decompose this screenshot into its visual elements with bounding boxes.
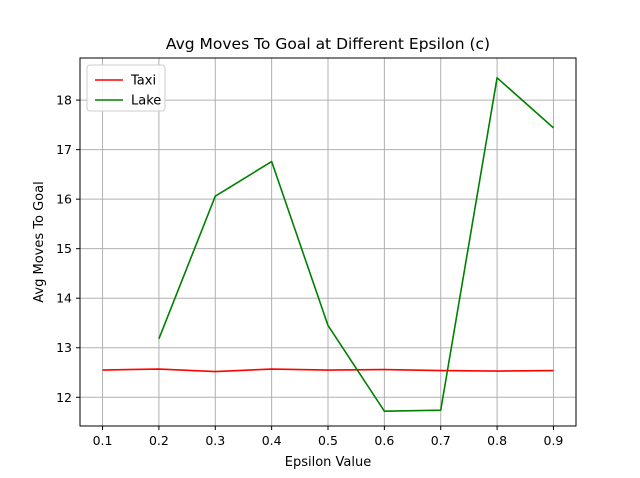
x-tick-label: 0.3	[205, 433, 225, 448]
series-line-lake	[158, 77, 554, 412]
y-tick-label: 13	[56, 340, 72, 355]
x-tick-label: 0.1	[93, 433, 113, 448]
x-axis-label: Epsilon Value	[285, 455, 372, 470]
y-tick-label: 15	[56, 241, 72, 256]
legend: Taxi Lake	[86, 64, 166, 112]
y-tick-label: 12	[56, 390, 72, 405]
y-tick-label: 17	[56, 142, 72, 157]
legend-label-lake: Lake	[131, 94, 161, 109]
grid	[80, 58, 576, 426]
chart-title: Avg Moves To Goal at Different Epsilon (…	[166, 35, 490, 53]
x-tick-label: 0.6	[374, 433, 394, 448]
y-tick-label: 16	[56, 192, 72, 207]
x-tick-label: 0.4	[262, 433, 282, 448]
x-tick-label: 0.5	[318, 433, 338, 448]
x-tick-label: 0.8	[487, 433, 507, 448]
series-line-taxi	[102, 368, 554, 373]
x-tick-label: 0.2	[149, 433, 169, 448]
axis-ticks: 0.1 0.2 0.3 0.4 0.5 0.6 0.7 0.8 0.9 12 13 14 15 16 17 1…	[56, 93, 563, 448]
y-tick-label: 18	[56, 93, 72, 108]
x-tick-label: 0.7	[431, 433, 451, 448]
series-lines	[102, 77, 554, 412]
legend-label-taxi: Taxi	[130, 74, 156, 89]
y-axis-label: Avg Moves To Goal	[32, 181, 47, 302]
y-tick-label: 14	[56, 291, 72, 306]
x-tick-label: 0.9	[544, 433, 564, 448]
